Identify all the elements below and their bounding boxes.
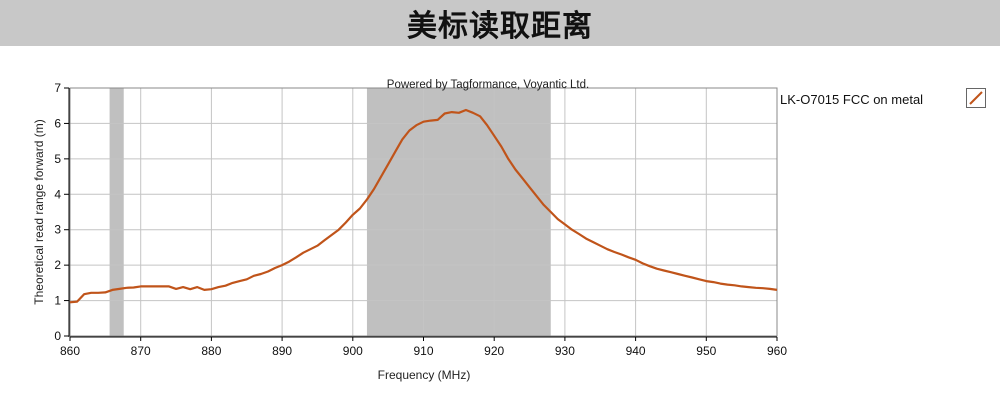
x-tick-label: 880 [201,344,221,358]
y-tick-label: 4 [54,187,61,201]
y-tick-label: 5 [54,152,61,166]
x-tick-label: 860 [60,344,80,358]
title-banner: 美标读取距离 [0,0,1000,46]
series-line-0 [69,108,778,304]
legend-line-mark [969,91,983,105]
legend: LK-O7015 FCC on metal [780,88,995,110]
x-tick-label: 890 [272,344,292,358]
plot-frame [69,87,778,337]
y-tick-label: 3 [54,223,61,237]
page-title: 美标读取距离 [407,9,593,44]
y-tick-label: 6 [54,116,61,130]
shaded-band-0 [109,88,124,336]
x-axis: 860 870 880 890 900 910 920 930 940 950 960 [60,336,787,358]
x-tick-label: 870 [131,344,151,358]
x-tick-label: 900 [343,344,363,358]
legend-swatch [966,88,986,108]
x-axis-label: Frequency (MHz) [378,368,471,382]
y-axis: 0 1 2 3 4 5 6 7 [54,81,70,343]
x-tick-label: 960 [767,344,787,358]
x-tick-label: 910 [413,344,433,358]
y-tick-label: 7 [54,81,61,95]
legend-label: LK-O7015 FCC on metal [780,91,924,107]
chart-grid [70,88,777,336]
x-tick-label: 920 [484,344,504,358]
x-tick-label: 930 [555,344,575,358]
y-tick-label: 1 [54,294,61,308]
x-tick-label: 940 [626,344,646,358]
series-layer [69,108,778,304]
shaded-bands [109,88,551,336]
y-tick-label: 2 [54,258,61,272]
y-tick-label: 0 [54,329,61,343]
x-tick-label: 950 [696,344,716,358]
chart-title: Powered by Tagformance, Voyantic Ltd. [387,79,589,91]
y-axis-label: Theoretical read range forward (m) [32,119,46,304]
shaded-band-1 [366,88,551,336]
